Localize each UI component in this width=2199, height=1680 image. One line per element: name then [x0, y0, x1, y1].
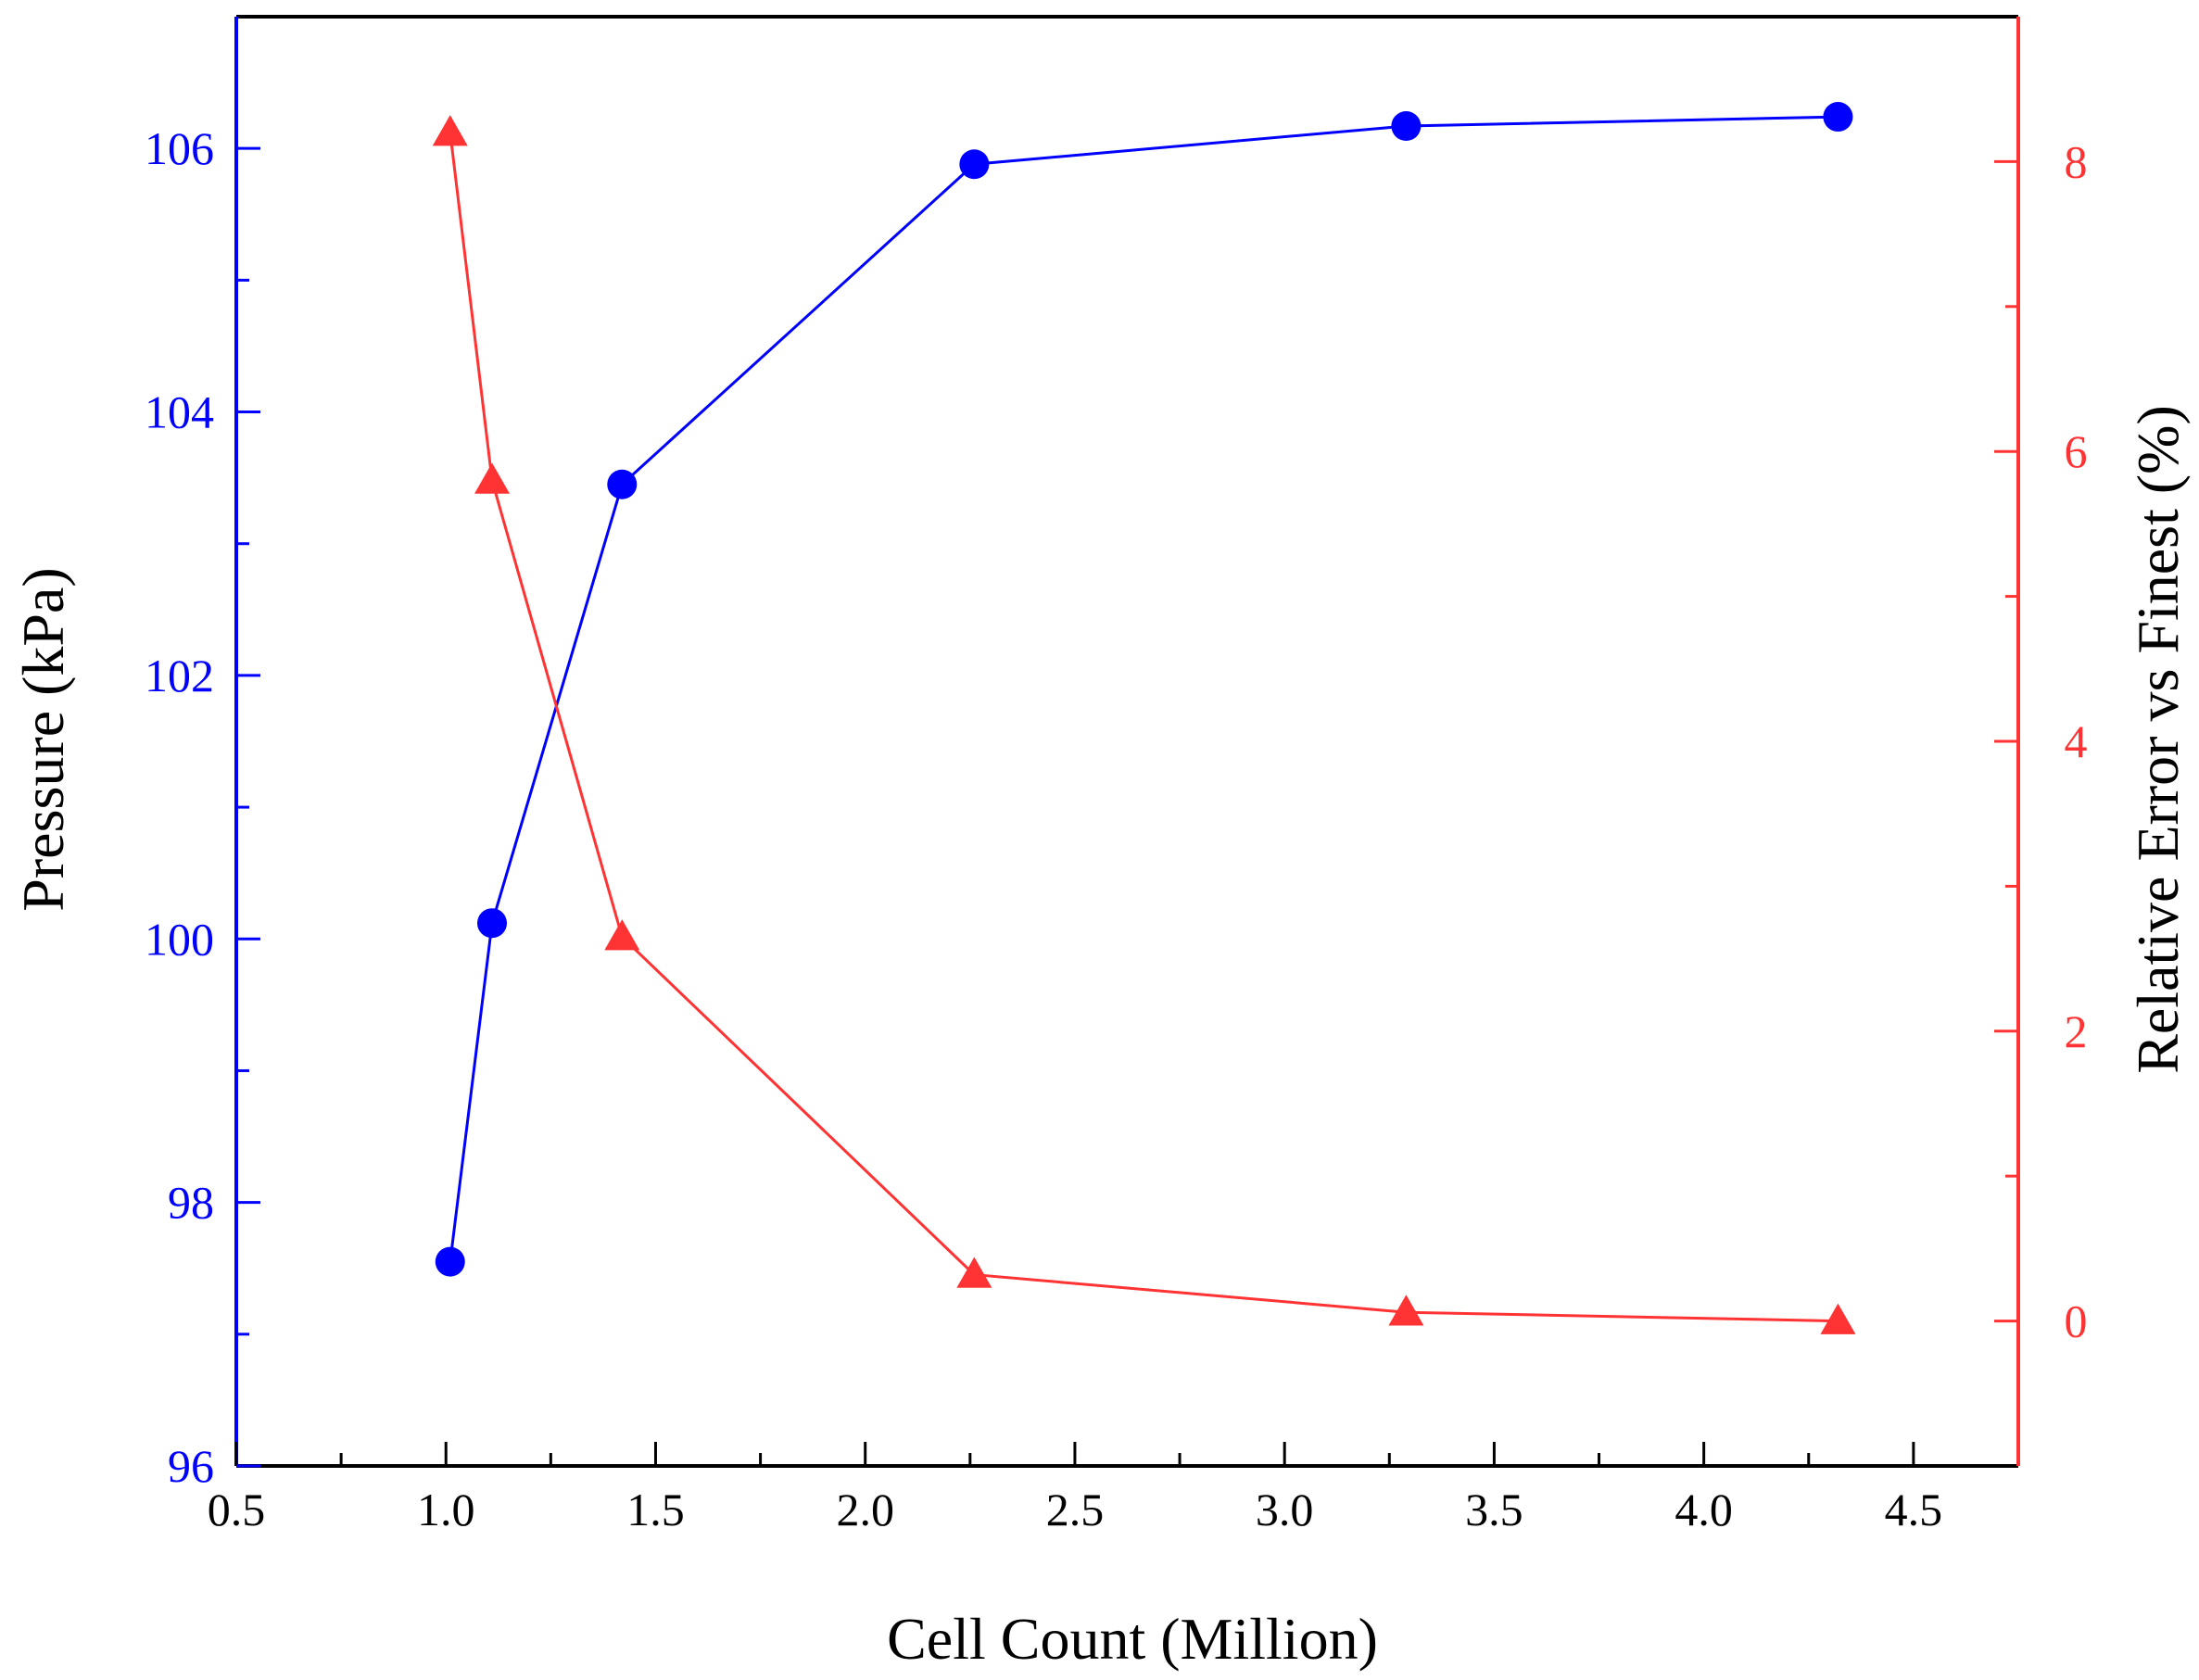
- pressure-point: [607, 469, 638, 499]
- series-markers-layer: [432, 102, 1856, 1334]
- x-tick-label: 1.0: [417, 1484, 475, 1535]
- x-tick-label: 2.0: [836, 1484, 894, 1535]
- series-lines-layer: [449, 115, 1839, 1323]
- relative-error-point: [474, 462, 511, 494]
- pressure-line: [449, 115, 1839, 1262]
- x-tick-label: 4.5: [1885, 1484, 1943, 1535]
- y-right-tick-label: 0: [2065, 1295, 2088, 1347]
- relative-error-point: [604, 919, 640, 951]
- pressure-point: [1823, 102, 1853, 133]
- pressure-point: [435, 1246, 465, 1277]
- y-left-tick-label: 106: [145, 122, 214, 174]
- y-right-tick-label: 2: [2065, 1005, 2088, 1057]
- relative-error-point: [1388, 1295, 1424, 1326]
- y-left-tick-label: 98: [168, 1177, 214, 1229]
- relative-error-point: [1820, 1303, 1856, 1334]
- tick-labels-layer: 0.5 1.0 1.5 2.0 2.5 3.0 3.5 4.0 4.5 96 98 100 102 104…: [145, 122, 2088, 1535]
- y-left-tick-label: 104: [145, 386, 214, 438]
- y-left-tick-label: 100: [145, 913, 214, 965]
- x-axis-title: Cell Count (Million): [887, 1606, 1378, 1672]
- pressure-point: [1391, 111, 1422, 142]
- y-left-tick-label: 102: [145, 650, 214, 701]
- x-tick-label: 2.5: [1046, 1484, 1105, 1535]
- y-left-axis-title: Pressure (kPa): [10, 567, 76, 911]
- y-right-tick-label: 4: [2065, 715, 2088, 767]
- relative-error-line: [449, 132, 1839, 1323]
- y-right-axis-title: Relative Error vs Finest (%): [2125, 405, 2191, 1074]
- x-tick-label: 4.0: [1675, 1484, 1733, 1535]
- x-tick-label: 3.5: [1465, 1484, 1523, 1535]
- axes-layer: [234, 15, 2020, 1468]
- x-tick-label: 3.0: [1256, 1484, 1314, 1535]
- y-right-tick-label: 6: [2065, 425, 2088, 477]
- relative-error-point: [432, 115, 468, 146]
- y-left-tick-label: 96: [168, 1440, 214, 1492]
- x-tick-label: 1.5: [626, 1484, 685, 1535]
- pressure-point: [477, 908, 508, 939]
- x-tick-label: 0.5: [208, 1484, 266, 1535]
- relative-error-point: [956, 1257, 992, 1288]
- pressure-point: [959, 149, 990, 180]
- y-right-tick-label: 8: [2065, 135, 2088, 187]
